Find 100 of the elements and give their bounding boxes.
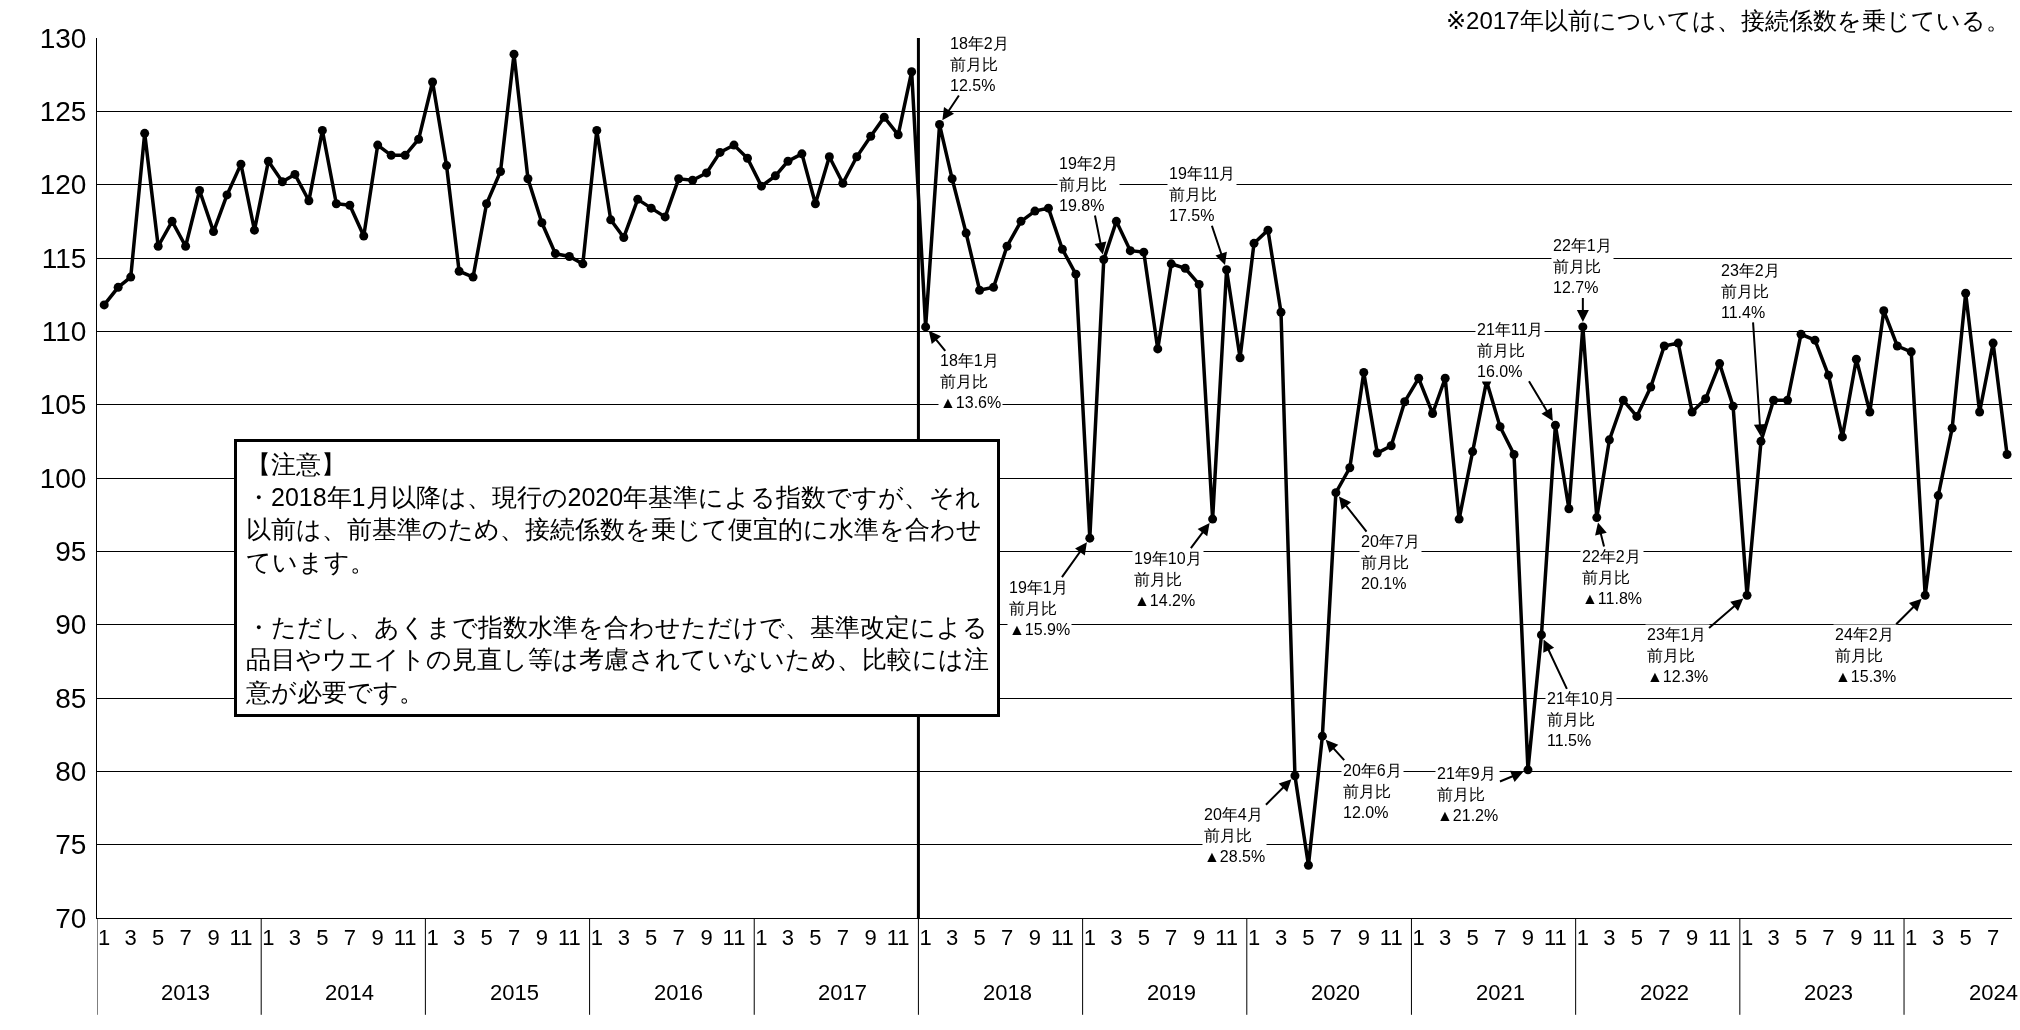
- annotation: 21年10月: [1547, 690, 1615, 707]
- x-tick-label: 1: [1740, 925, 1754, 951]
- annotation: 前月比: [1547, 710, 1595, 728]
- annotation: 19年1月: [1009, 579, 1068, 596]
- x-tick-label: 9: [1850, 925, 1863, 951]
- text: 2017: [818, 980, 867, 1005]
- x-tick-label: 1: [98, 925, 111, 951]
- annotation: 前月比: [1343, 782, 1391, 800]
- annotation: 前月比: [1204, 826, 1252, 844]
- annotation: 22年1月: [1553, 237, 1612, 254]
- x-tick-label: 5: [809, 925, 822, 951]
- x-tick-label: 11: [1708, 925, 1732, 951]
- annotation: ▲12.3%: [1647, 667, 1709, 685]
- x-tick-label: 9: [700, 925, 713, 951]
- text: 2014: [325, 980, 374, 1005]
- annotation: ▲28.5%: [1204, 847, 1266, 865]
- x-tick-label: 7: [1822, 925, 1835, 951]
- x-tick-label: 5: [1302, 925, 1315, 951]
- x-tick-label: 3: [946, 925, 959, 951]
- x-tick-label: 9: [535, 925, 549, 951]
- annotation: 11.4%: [1721, 303, 1766, 321]
- annotation: 22年2月: [1582, 548, 1641, 565]
- x-tick-label: 1: [1247, 925, 1261, 951]
- x-tick-label: 3: [1932, 925, 1945, 951]
- x-tick-label: 5: [1137, 925, 1150, 951]
- x-tick-label: 3: [288, 925, 302, 951]
- annotation: ・ただし、あくまで指数水準を合わせただけで、基準改定による品目やウエイトの見直し等は考慮されていないため、比較には注意が必要です。: [245, 612, 989, 706]
- x-tick-label: 9: [1686, 925, 1699, 951]
- x-tick-label: 11: [557, 925, 581, 951]
- x-tick-label: 11: [393, 925, 417, 951]
- x-tick-label: 1: [755, 925, 768, 951]
- x-tick-label: 7: [672, 925, 685, 951]
- x-tick-label: 7: [836, 925, 849, 951]
- annotation: ▲13.6%: [940, 393, 1002, 411]
- x-tick-label: 1: [1576, 925, 1589, 951]
- text: 2018: [983, 980, 1032, 1005]
- x-tick-label: 11: [1872, 925, 1896, 951]
- x-tick-label: 5: [1794, 925, 1808, 951]
- x-tick-label: 5: [152, 925, 165, 951]
- annotation: 23年1月: [1647, 626, 1706, 643]
- x-tick-label: 5: [645, 925, 658, 951]
- annotation: 前月比: [1553, 257, 1601, 275]
- annotation: 11.5%: [1547, 731, 1592, 749]
- annotation: 18年2月: [950, 35, 1009, 52]
- x-tick-label: 5: [973, 925, 986, 951]
- x-tick-label: 7: [1000, 925, 1014, 951]
- y-tick-label: 75: [55, 829, 87, 861]
- x-tick-label: 5: [1959, 925, 1972, 951]
- annotation: 24年2月: [1835, 626, 1894, 643]
- x-tick-label: 3: [1603, 925, 1616, 951]
- annotation: ▲15.3%: [1835, 667, 1897, 685]
- x-tick-label: 11: [229, 925, 253, 951]
- x-tick-label: 7: [1658, 925, 1671, 951]
- text: 2021: [1476, 980, 1525, 1005]
- y-tick-label: 80: [55, 756, 87, 788]
- annotation: 前月比: [1361, 553, 1409, 571]
- annotation: 12.0%: [1343, 803, 1389, 821]
- annotation: 前月比: [1477, 341, 1525, 359]
- x-tick-label: 9: [207, 925, 220, 951]
- annotation: 前月比: [1169, 185, 1217, 203]
- x-tick-label: 11: [722, 925, 746, 951]
- x-tick-label: 3: [1767, 925, 1780, 951]
- x-tick-label: 9: [371, 925, 384, 951]
- annotation: 前月比: [940, 372, 988, 390]
- x-tick-label: 3: [1110, 925, 1123, 951]
- text: 2013: [161, 980, 210, 1005]
- annotation: 20年7月: [1361, 533, 1420, 550]
- y-tick-label: 90: [55, 609, 87, 641]
- annotation: 前月比: [1835, 646, 1883, 664]
- x-tick-label: 5: [480, 925, 493, 951]
- x-tick-label: 3: [1274, 925, 1288, 951]
- y-tick-label: 105: [39, 389, 87, 421]
- x-tick-label: 3: [124, 925, 137, 951]
- annotation: 19.8%: [1059, 196, 1105, 214]
- x-tick-label: 5: [1466, 925, 1479, 951]
- x-tick-label: 3: [453, 925, 466, 951]
- x-tick-label: 7: [1493, 925, 1507, 951]
- text: 2023: [1804, 980, 1853, 1005]
- x-tick-label: 5: [1630, 925, 1643, 951]
- y-tick-label: 130: [39, 22, 87, 54]
- x-tick-label: 11: [1543, 925, 1567, 951]
- x-tick-label: 9: [1193, 925, 1206, 951]
- x-tick-label: 7: [343, 925, 356, 951]
- x-tick-label: 5: [316, 925, 329, 951]
- text: 2020: [1311, 980, 1360, 1005]
- x-tick-label: 9: [864, 925, 877, 951]
- annotation: 前月比: [1582, 568, 1630, 586]
- annotation: 19年11月: [1169, 165, 1236, 182]
- x-tick-label: 3: [1439, 925, 1452, 951]
- x-tick-label: 9: [1521, 925, 1535, 951]
- annotation: 前月比: [1134, 570, 1182, 588]
- annotation: 20.1%: [1361, 574, 1407, 592]
- annotation: ・2018年1月以降は、現行の2020年基準による指数ですが、それ以前は、前基準のため、接続係数を乗じて便宜的に水準を合わせています。: [246, 482, 982, 576]
- annotation: 前月比: [1721, 282, 1769, 300]
- x-tick-label: 7: [179, 925, 192, 951]
- annotation: 17.5%: [1169, 206, 1215, 224]
- x-tick-label: 1: [1905, 925, 1918, 951]
- x-tick-label: 3: [617, 925, 630, 951]
- x-tick-label: 11: [1050, 925, 1074, 951]
- annotation: 12.7%: [1553, 278, 1599, 296]
